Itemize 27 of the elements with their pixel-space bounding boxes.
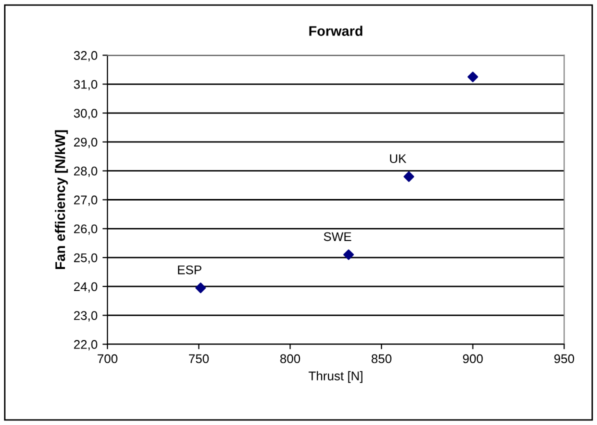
x-tick-label: 850: [372, 354, 392, 364]
y-tick-label: 30,0: [74, 108, 98, 120]
annotation: UK: [390, 154, 406, 164]
point: [343, 249, 354, 260]
y-tick-label: 31,0: [74, 80, 98, 90]
x-tick-label: 750: [189, 354, 209, 364]
x-tick-label: 900: [462, 354, 483, 364]
point: [468, 72, 478, 82]
y-tick-label: 28,0: [74, 166, 98, 177]
y-tick-label: 27,0: [74, 196, 98, 206]
y-tick-label: 25,0: [74, 253, 98, 264]
y-tick-label: 22,0: [74, 340, 98, 350]
annotation: SWE: [324, 232, 352, 242]
y-tick-label: 26,0: [74, 224, 98, 235]
x-axis-title: Thrust [N]: [308, 371, 362, 383]
y-axis-title: Fan efficiency [N/kW]: [54, 130, 68, 270]
y-tick-label: 23,0: [74, 311, 98, 322]
y-tick-label: 24,0: [74, 282, 98, 293]
point: [404, 171, 414, 182]
x-tick-label: 700: [98, 354, 118, 364]
point: [195, 282, 206, 294]
y-tick-label: 32,0: [74, 51, 98, 62]
y-tick-label: 29,0: [74, 138, 98, 148]
annotation: ESP: [178, 265, 202, 274]
chart-title: Forward: [309, 26, 362, 36]
x-tick-label: 950: [554, 354, 574, 364]
x-tick-label: 800: [280, 354, 300, 364]
